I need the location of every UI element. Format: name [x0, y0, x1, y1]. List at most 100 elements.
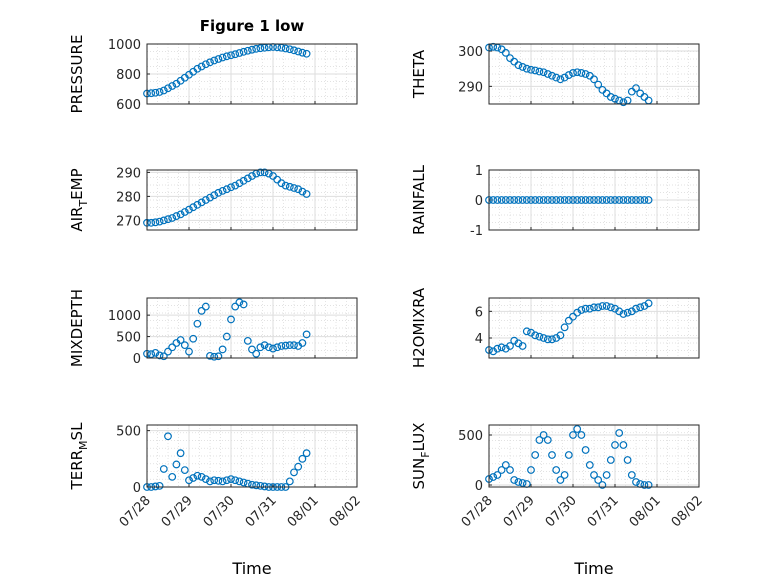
data-point [627, 471, 636, 479]
data-point [552, 466, 561, 474]
data-point [581, 70, 590, 78]
data-point [577, 431, 586, 439]
y-tick-label: 0 [133, 481, 141, 496]
data-point [168, 472, 177, 481]
data-point [527, 466, 535, 474]
y-label-main: PRESSURE [68, 35, 86, 114]
data-point [514, 61, 523, 70]
data-point [644, 299, 653, 308]
x-tick-label: 08/02 [327, 493, 364, 530]
data-point [185, 347, 193, 356]
data-point [506, 196, 514, 204]
x-tick-label: 08/01 [627, 493, 664, 530]
data-point [497, 343, 506, 352]
data-point [594, 80, 603, 89]
data-point [252, 481, 261, 490]
data-point [573, 196, 582, 204]
data-point [227, 51, 235, 60]
x-tick-label: 07/31 [585, 493, 622, 530]
data-point [231, 302, 240, 311]
subplot-terr: 0 500 TERRMSL 07/28 07/29 07/30 07/31 08/01 08/0… [68, 422, 364, 530]
data-point [164, 347, 172, 356]
data-point [298, 187, 307, 196]
data-point [285, 182, 294, 191]
data-point [180, 466, 189, 474]
data-point [159, 352, 168, 361]
data-point [239, 176, 248, 185]
x-tick-label: 07/28 [117, 493, 154, 530]
y-tick-label: 270 [116, 214, 141, 229]
data-point [506, 342, 514, 350]
data-point [180, 341, 189, 350]
data-point [214, 476, 223, 485]
data-point [260, 341, 269, 350]
data-point [602, 196, 611, 204]
data-point [189, 203, 198, 212]
x-tick-label: 08/01 [285, 493, 322, 530]
y-label-rest: LUX [410, 423, 428, 452]
data-point [590, 75, 598, 84]
y-tick-label: 1000 [108, 38, 141, 53]
data-point [514, 478, 523, 486]
data-point [206, 477, 214, 486]
data-point [260, 482, 269, 491]
data-point [206, 193, 214, 202]
data-point [527, 196, 535, 204]
data-point [235, 49, 244, 57]
data-point [206, 58, 214, 67]
data-point [231, 181, 240, 190]
data-point [172, 460, 181, 469]
y-tick-label: 0 [475, 194, 483, 209]
data-point [193, 471, 202, 480]
data-point [197, 472, 206, 481]
data-point [210, 56, 219, 65]
data-point [569, 431, 577, 439]
data-point [235, 179, 244, 188]
data-point [560, 471, 569, 479]
data-series [143, 168, 311, 227]
data-point [159, 216, 168, 225]
y-tick-label: -1 [470, 224, 483, 239]
data-point [585, 304, 594, 313]
data-point [543, 436, 552, 444]
y-axis-label: TERRMSL [68, 422, 90, 491]
data-point [222, 52, 231, 61]
y-axis-label: MIXDEPTH [68, 289, 86, 367]
data-point [632, 478, 640, 486]
data-point [539, 68, 548, 77]
data-point [569, 69, 577, 77]
data-point [619, 310, 628, 318]
data-point [564, 71, 573, 79]
data-point [248, 480, 256, 489]
data-point [155, 217, 164, 226]
data-point [556, 476, 565, 484]
data-point [556, 196, 565, 204]
data-point [231, 50, 240, 59]
data-point [543, 70, 552, 78]
data-point [514, 196, 523, 204]
axes-box [488, 169, 700, 231]
data-point [281, 44, 290, 53]
data-point [294, 185, 303, 194]
y-label-main: SUN [410, 458, 428, 490]
data-point [185, 476, 193, 485]
data-point [176, 210, 185, 219]
data-point [548, 196, 556, 204]
data-point [556, 331, 565, 340]
axes-box [146, 297, 358, 359]
data-point [535, 196, 544, 204]
data-point [243, 336, 252, 345]
data-point [522, 327, 531, 336]
data-point [564, 196, 573, 204]
y-tick-label: 300 [458, 45, 483, 60]
data-point [581, 304, 590, 313]
data-point [590, 303, 598, 312]
axes-box [146, 424, 358, 488]
data-point [210, 191, 219, 200]
data-point [573, 68, 582, 77]
data-point [560, 73, 569, 82]
data-point [590, 471, 598, 479]
data-point [231, 476, 240, 485]
data-point [535, 332, 544, 341]
y-label-main: RAINFALL [410, 164, 428, 235]
